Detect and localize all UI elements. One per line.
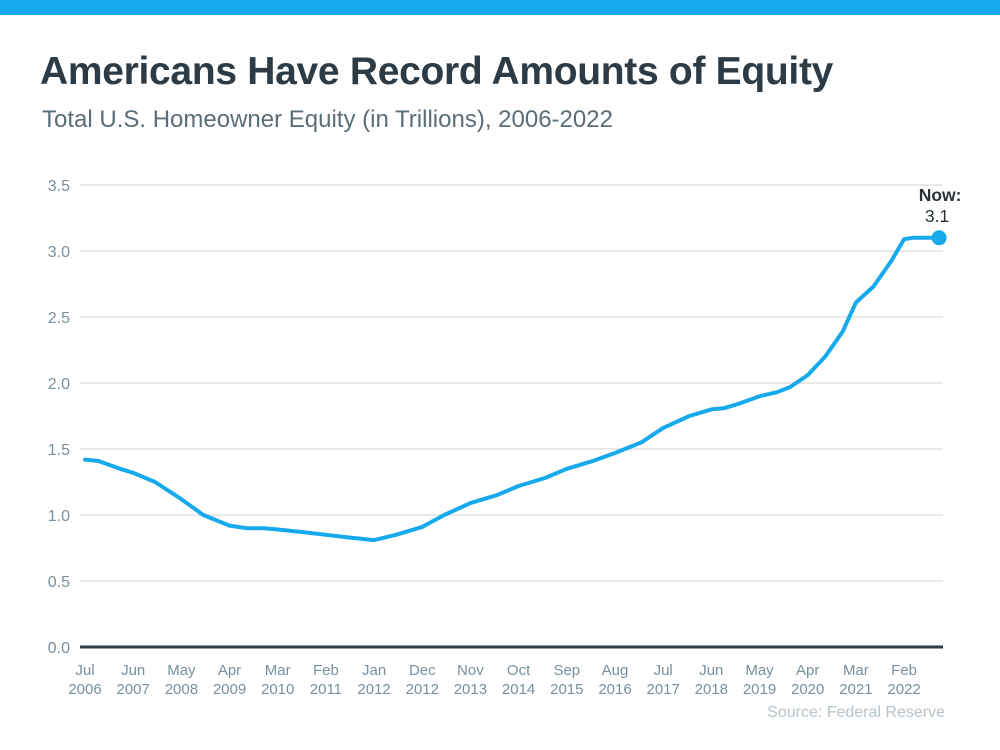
x-axis-tick-year: 2011 xyxy=(310,681,342,698)
x-axis-tick-month: Feb xyxy=(891,662,917,679)
x-axis-tick-year: 2022 xyxy=(887,681,920,698)
equity-line xyxy=(83,235,942,543)
x-axis-tick-year: 2021 xyxy=(839,681,872,698)
x-axis-tick-year: 2015 xyxy=(550,681,583,698)
x-axis-tick-month: Dec xyxy=(409,662,436,679)
chart-subtitle: Total U.S. Homeowner Equity (in Trillion… xyxy=(42,106,613,133)
x-axis-tick-year: 2016 xyxy=(598,681,631,698)
x-axis-tick-month: Aug xyxy=(602,662,629,679)
x-axis-tick-year: 2014 xyxy=(502,681,535,698)
page-title: Americans Have Record Amounts of Equity xyxy=(40,50,834,93)
x-axis-tick-year: 2017 xyxy=(647,681,680,698)
x-axis-tick-month: Mar xyxy=(843,662,869,679)
x-axis-tick-month: Jul xyxy=(75,662,94,679)
x-axis-tick-month: Jul xyxy=(654,662,673,679)
x-axis-tick-month: Jun xyxy=(699,662,723,679)
source-credit: Source: Federal Reserve xyxy=(767,704,945,721)
x-axis-tick-year: 2009 xyxy=(213,681,246,698)
y-axis-tick-label: 0.5 xyxy=(48,574,70,591)
top-accent-bar xyxy=(0,0,1000,15)
y-axis-tick-label: 1.5 xyxy=(48,442,70,459)
x-axis-tick-month: Feb xyxy=(313,662,339,679)
x-axis-tick-month: Mar xyxy=(265,662,291,679)
y-axis-tick-label: 2.0 xyxy=(48,376,70,393)
x-axis-tick-year: 2012 xyxy=(357,681,390,698)
x-axis-tick-year: 2006 xyxy=(68,681,101,698)
y-axis-tick-label: 3.5 xyxy=(48,178,70,195)
x-axis-tick-month: Jun xyxy=(121,662,145,679)
x-axis-tick-year: 2018 xyxy=(695,681,728,698)
x-axis-tick-month: Sep xyxy=(553,662,580,679)
x-axis-tick-month: Apr xyxy=(218,662,241,679)
end-point-dot xyxy=(931,230,947,246)
line-chart: 0.0 0.5 1.0 1.5 2.0 2.5 3.0 3.5 Jul 2006 Jun 2007 Ma… xyxy=(48,178,962,698)
x-axis-tick-year: 2019 xyxy=(743,681,776,698)
x-axis-tick-month: Nov xyxy=(457,662,484,679)
x-axis-tick-year: 2010 xyxy=(261,681,294,698)
x-axis-tick-year: 2013 xyxy=(454,681,487,698)
x-axis-tick-month: May xyxy=(167,662,196,679)
x-axis-tick-month: Jan xyxy=(362,662,386,679)
x-axis-tick-year: 2007 xyxy=(117,681,150,698)
y-axis-tick-label: 0.0 xyxy=(48,640,70,657)
x-axis-tick-month: Apr xyxy=(796,662,819,679)
x-axis-tick-year: 2012 xyxy=(406,681,439,698)
y-axis-tick-label: 2.5 xyxy=(48,310,70,327)
x-axis-tick-month: May xyxy=(745,662,774,679)
annotation-now-value: 3.1 xyxy=(925,206,949,226)
x-axis-tick-month: Oct xyxy=(507,662,531,679)
y-axis-tick-label: 1.0 xyxy=(48,508,70,525)
annotation-now-label: Now: xyxy=(919,185,962,205)
y-axis-tick-label: 3.0 xyxy=(48,244,70,261)
x-axis-tick-year: 2008 xyxy=(165,681,198,698)
x-axis-tick-year: 2020 xyxy=(791,681,824,698)
